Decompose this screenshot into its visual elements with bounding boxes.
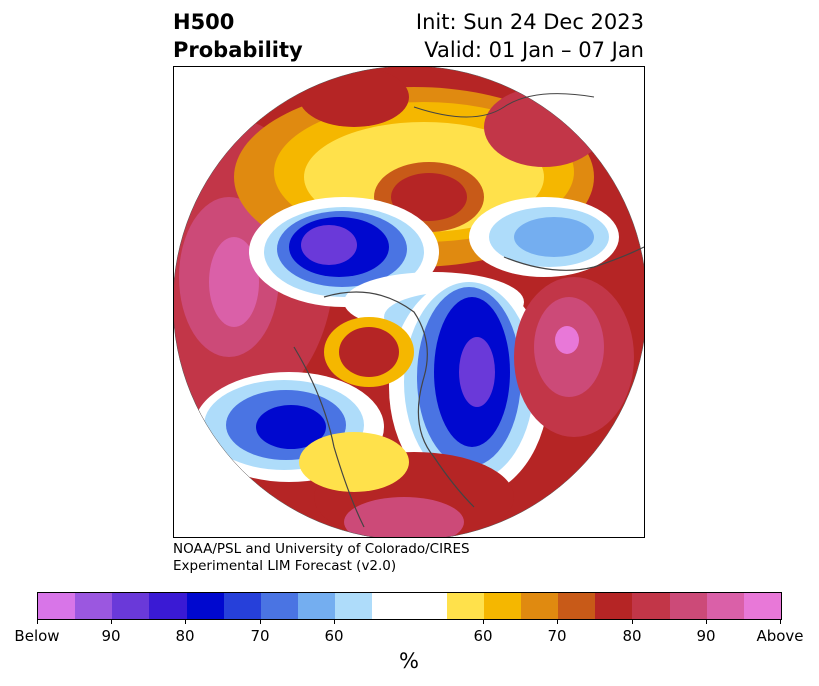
- colorbar-segment: [595, 593, 633, 619]
- colorbar-tick-label: 90: [101, 627, 121, 645]
- coastline: [323, 291, 475, 508]
- colorbar-segment: [558, 593, 596, 619]
- credit-line-2: Experimental LIM Forecast (v2.0): [173, 558, 397, 574]
- colorbar-unit: %: [399, 649, 419, 673]
- colorbar-tick-label: 70: [547, 627, 567, 645]
- colorbar-tick: [185, 619, 186, 624]
- polar-map: [173, 66, 645, 538]
- colorbar-segment: [335, 593, 373, 619]
- colorbar-segment: [38, 593, 76, 619]
- colorbar-segment: [298, 593, 336, 619]
- credit: NOAA/PSL and University of Colorado/CIRE…: [173, 541, 470, 575]
- colorbar-tick: [260, 619, 261, 624]
- colorbar-segment: [260, 593, 299, 619]
- colorbar-segment: [743, 593, 782, 619]
- colorbar-tick-label: 80: [175, 627, 195, 645]
- coastline: [503, 246, 644, 271]
- colorbar-segment: [223, 593, 261, 619]
- colorbar-tick-label: 80: [622, 627, 642, 645]
- colorbar-segment: [149, 593, 187, 619]
- init-date: Init: Sun 24 Dec 2023: [415, 10, 644, 34]
- title-left: H500 Probability: [173, 8, 303, 64]
- colorbar-tick: [632, 619, 633, 624]
- title-right: Init: Sun 24 Dec 2023 Valid: 01 Jan – 07…: [416, 8, 644, 64]
- colorbar-segment: [632, 593, 670, 619]
- colorbar-segment: [112, 593, 150, 619]
- colorbar-tick: [706, 619, 707, 624]
- colorbar-segment: [372, 593, 447, 619]
- coastline: [413, 93, 595, 118]
- credit-line-1: NOAA/PSL and University of Colorado/CIRE…: [173, 541, 470, 557]
- colorbar-segment: [186, 593, 224, 619]
- colorbar-segment: [75, 593, 113, 619]
- colorbar-tick-label: Above: [756, 627, 804, 645]
- colorbar-tick: [557, 619, 558, 624]
- colorbar-tick: [111, 619, 112, 624]
- colorbar-tick-label: 70: [250, 627, 270, 645]
- colorbar-tick: [37, 619, 38, 624]
- colorbar-tick: [334, 619, 335, 624]
- colorbar-tick-label: Below: [14, 627, 60, 645]
- probability-map-svg: [174, 67, 644, 537]
- title-probability: Probability: [173, 38, 303, 62]
- valid-range: Valid: 01 Jan – 07 Jan: [424, 38, 644, 62]
- coastline: [293, 346, 365, 528]
- colorbar-tick: [483, 619, 484, 624]
- colorbar-tick-label: 60: [473, 627, 493, 645]
- colorbar-segment: [706, 593, 744, 619]
- colorbar-tick-label: 90: [696, 627, 716, 645]
- colorbar-segment: [669, 593, 707, 619]
- colorbar-segment: [483, 593, 522, 619]
- colorbar: [37, 592, 782, 620]
- colorbar-tick-label: 60: [324, 627, 344, 645]
- title-h500: H500: [173, 10, 235, 34]
- colorbar-tick: [780, 619, 781, 624]
- colorbar-segment: [521, 593, 559, 619]
- colorbar-segment: [446, 593, 484, 619]
